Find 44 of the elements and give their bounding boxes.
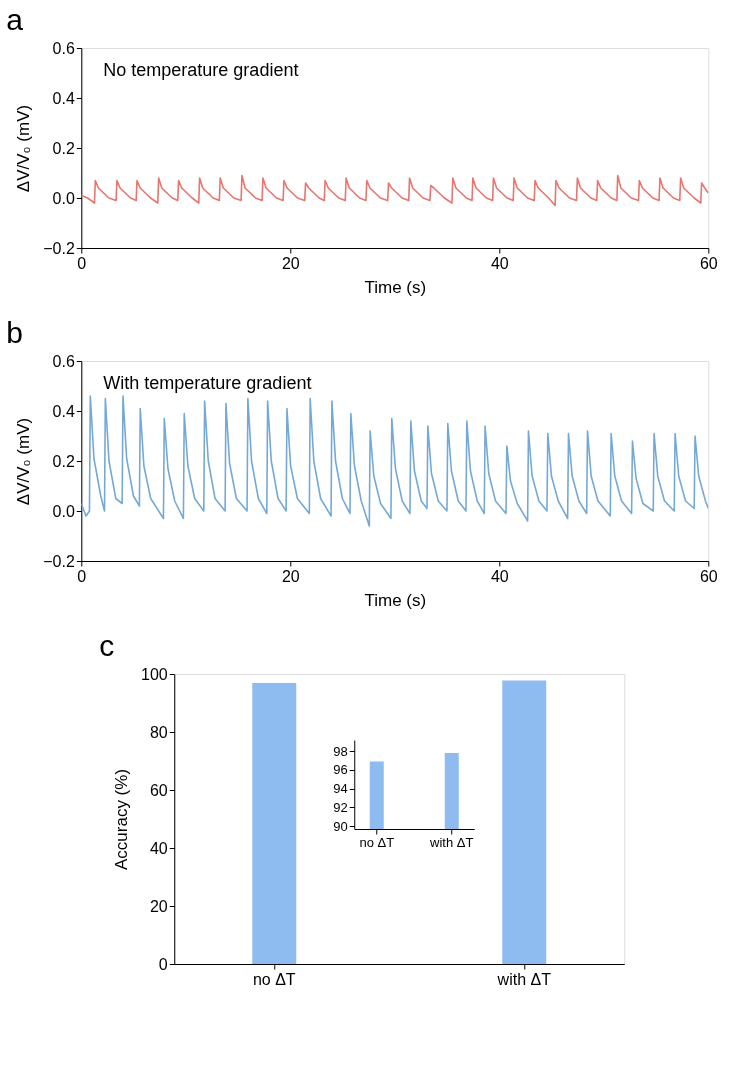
x-tick-label: 0 bbox=[77, 254, 87, 272]
chart-title: b bbox=[6, 316, 23, 349]
y-tick-label: 100 bbox=[141, 665, 168, 683]
y-axis-title: ΔV/V₀ (mV) bbox=[14, 104, 34, 193]
y-tick-label: 80 bbox=[149, 723, 168, 741]
x-tick-label: 20 bbox=[281, 567, 300, 585]
y-tick-label: 0 bbox=[158, 955, 168, 973]
line-series bbox=[81, 395, 709, 527]
chart-title: c bbox=[99, 629, 115, 662]
x-tick-label: 20 bbox=[281, 254, 300, 272]
x-tick-label: with ΔT bbox=[429, 834, 474, 850]
y-tick-label: 0.6 bbox=[52, 352, 75, 370]
y-axis-title: Accuracy (%) bbox=[112, 768, 132, 871]
y-tick-label: 0.6 bbox=[52, 39, 75, 57]
x-tick-label: 60 bbox=[699, 254, 718, 272]
y-tick-label: 98 bbox=[333, 743, 348, 759]
x-axis-title: Time (s) bbox=[364, 277, 427, 297]
y-tick-label: 60 bbox=[149, 781, 168, 799]
x-tick-label: with ΔT bbox=[496, 970, 552, 988]
y-axis-title: ΔV/V₀ (mV) bbox=[14, 417, 34, 506]
y-tick-label: 94 bbox=[333, 781, 348, 797]
y-tick-label: 0.4 bbox=[52, 402, 75, 420]
y-tick-label: 0.0 bbox=[52, 189, 75, 207]
annotation: No temperature gradient bbox=[103, 60, 299, 80]
y-tick-label: 92 bbox=[333, 799, 348, 815]
x-tick-label: no ΔT bbox=[359, 834, 395, 850]
x-tick-label: 60 bbox=[699, 567, 718, 585]
x-tick-label: no ΔT bbox=[252, 970, 296, 988]
x-tick-label: 0 bbox=[77, 567, 87, 585]
x-tick-label: 40 bbox=[490, 254, 509, 272]
y-tick-label: 0.4 bbox=[52, 89, 75, 107]
line-series bbox=[81, 174, 709, 207]
y-tick-label: −0.2 bbox=[43, 552, 75, 570]
y-tick-label: 90 bbox=[333, 818, 348, 834]
x-tick-label: 40 bbox=[490, 567, 509, 585]
y-tick-label: 0.0 bbox=[52, 502, 75, 520]
annotation: With temperature gradient bbox=[103, 373, 312, 393]
y-tick-label: 96 bbox=[333, 762, 348, 778]
y-tick-label: 20 bbox=[149, 897, 168, 915]
chart-title: a bbox=[6, 3, 24, 36]
y-tick-label: 0.2 bbox=[52, 452, 75, 470]
y-tick-label: −0.2 bbox=[43, 239, 75, 257]
y-tick-label: 0.2 bbox=[52, 139, 75, 157]
x-axis-title: Time (s) bbox=[364, 590, 427, 610]
